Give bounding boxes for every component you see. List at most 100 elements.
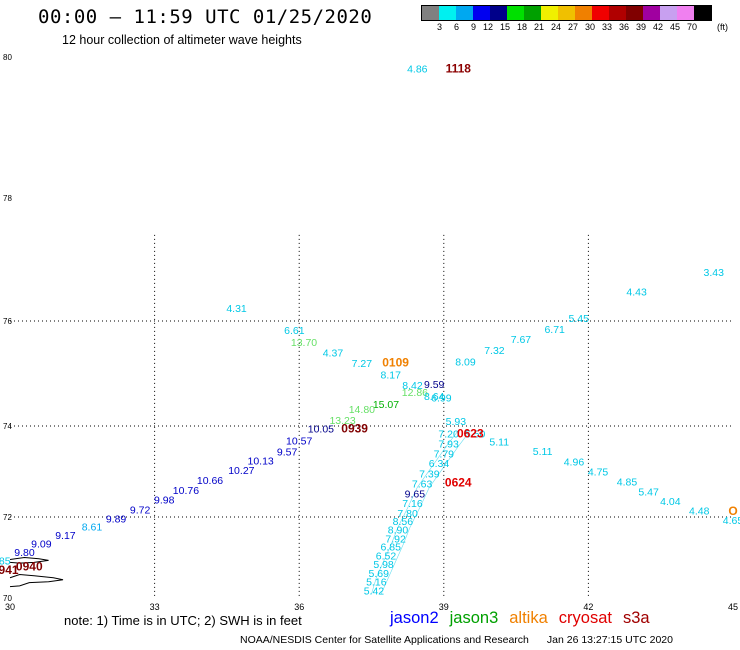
- coastline: [9, 556, 49, 564]
- longitude-tick-label: 33: [150, 602, 160, 612]
- pass-time-label: 0109: [382, 355, 409, 369]
- map-title: 00:00 – 11:59 UTC 01/25/2020: [38, 6, 373, 28]
- satellite-track: [371, 430, 459, 595]
- legend-label: 42: [652, 22, 663, 32]
- wave-height-value: 3.43: [704, 267, 725, 279]
- credit-text: NOAA/NESDIS Center for Satellite Applica…: [240, 634, 529, 646]
- wave-height-value: 4.85: [617, 477, 638, 489]
- color-scale-units: (ft): [717, 22, 728, 32]
- wave-height-value: 10.13: [247, 456, 273, 468]
- legend-swatch: [677, 6, 694, 20]
- wave-height-value: 4.31: [226, 303, 247, 315]
- legend-label: 36: [618, 22, 629, 32]
- legend-label: 9: [470, 22, 476, 32]
- legend-swatch: [592, 6, 609, 20]
- satellite-jason3: jason3: [449, 609, 499, 627]
- wave-height-value: 8.09: [455, 356, 476, 368]
- wave-height-value: 7.32: [484, 345, 505, 357]
- satellite-track: [380, 430, 471, 595]
- wave-height-value: 7.27: [352, 358, 373, 370]
- wave-height-value: 8.17: [381, 370, 402, 382]
- legend-label: 45: [669, 22, 680, 32]
- wave-height-value: 6.99: [431, 393, 452, 405]
- longitude-tick-label: 39: [439, 602, 449, 612]
- legend-label: 30: [584, 22, 595, 32]
- color-scale-legend: [421, 5, 712, 21]
- wave-height-value: 13.70: [291, 337, 317, 349]
- wave-height-value: 5.16: [366, 576, 387, 588]
- legend-swatch: [524, 6, 541, 20]
- wave-height-value: 9.17: [55, 530, 76, 542]
- pass-time-label: 1118: [446, 61, 472, 75]
- wave-height-value: 4.04: [660, 496, 681, 508]
- wave-height-value: 5.11: [489, 436, 509, 448]
- wave-height-value: 5.69: [369, 568, 390, 580]
- wave-height-value: 9.57: [277, 446, 298, 458]
- longitude-tick-label: 45: [728, 602, 738, 612]
- wave-height-value: 7.92: [385, 533, 406, 545]
- longitude-tick-label: 30: [5, 602, 15, 612]
- wave-height-value: 8.42: [402, 380, 423, 392]
- satellite-altika: altika: [509, 609, 548, 627]
- pass-time-label: 0623: [457, 426, 484, 440]
- wave-height-value: 4.48: [689, 506, 710, 518]
- wave-height-value: 9.80: [14, 547, 35, 559]
- wave-height-value: 10.05: [308, 423, 334, 435]
- wave-height-value: 6.34: [429, 458, 450, 470]
- legend-label: 15: [499, 22, 510, 32]
- wave-height-value: 7.67: [511, 334, 532, 346]
- legend-swatch: [609, 6, 626, 20]
- wave-height-value: 4.75: [588, 467, 609, 479]
- wave-height-value: 4.65: [723, 515, 740, 527]
- wave-height-value: 10.57: [286, 436, 312, 448]
- legend-swatch: [541, 6, 558, 20]
- legend-label: 70: [686, 22, 697, 32]
- legend-label: 21: [533, 22, 544, 32]
- wave-height-value: 14.80: [349, 404, 375, 416]
- wave-height-value: 5.42: [364, 585, 385, 597]
- wave-height-value: 10.27: [228, 465, 254, 477]
- map-subtitle: 12 hour collection of altimeter wave hei…: [62, 33, 302, 47]
- legend-swatch: [507, 6, 524, 20]
- wave-height-value: 5.50: [465, 428, 486, 440]
- wave-height-value: 6.61: [284, 325, 305, 337]
- footer-credit: NOAA/NESDIS Center for Satellite Applica…: [240, 634, 673, 646]
- wave-height-value: 7.63: [412, 478, 433, 490]
- latitude-tick-label: 72: [3, 513, 12, 522]
- legend-label: 27: [567, 22, 578, 32]
- legend-label: 18: [516, 22, 527, 32]
- wave-height-value: 5.45: [569, 313, 590, 325]
- wave-height-value: 7.20: [438, 428, 459, 440]
- wave-height-value: 4.43: [626, 286, 647, 298]
- pass-time-label: 0624: [445, 475, 472, 489]
- pass-time-label: 0939: [341, 421, 368, 435]
- satellite-legend: jason2 jason3 altika cryosat s3a: [390, 609, 661, 628]
- wave-height-value: 8.90: [388, 525, 409, 537]
- wave-height-value: 7.16: [402, 498, 423, 510]
- legend-swatch: [626, 6, 643, 20]
- wave-height-value: 7.39: [419, 468, 440, 480]
- wave-height-value: 4.96: [564, 456, 585, 468]
- wave-height-value: 5.98: [373, 559, 394, 571]
- latitude-tick-label: 70: [3, 594, 12, 603]
- wave-height-value: 7.80: [397, 508, 418, 520]
- legend-swatch: [575, 6, 592, 20]
- legend-swatch: [439, 6, 456, 20]
- wave-height-value: 10.66: [197, 475, 223, 487]
- wave-height-value: 7.93: [438, 438, 459, 450]
- generation-timestamp: Jan 26 13:27:15 UTC 2020: [546, 634, 673, 646]
- satellite-jason2: jason2: [390, 609, 439, 627]
- latitude-tick-label: 78: [3, 194, 12, 203]
- legend-label: 33: [601, 22, 612, 32]
- wave-height-value: 4.37: [323, 348, 344, 360]
- wave-height-value: 6.52: [376, 550, 397, 562]
- wave-height-value: 8.64: [424, 391, 445, 403]
- wave-height-value: 4.86: [407, 63, 428, 75]
- satellite-cryosat: cryosat: [558, 609, 612, 627]
- legend-label: 12: [482, 22, 493, 32]
- wave-height-value: 10.76: [173, 485, 199, 497]
- legend-swatch: [422, 6, 439, 20]
- wave-height-value: 9.89: [106, 514, 127, 526]
- wave-height-value: 12.86: [402, 387, 428, 399]
